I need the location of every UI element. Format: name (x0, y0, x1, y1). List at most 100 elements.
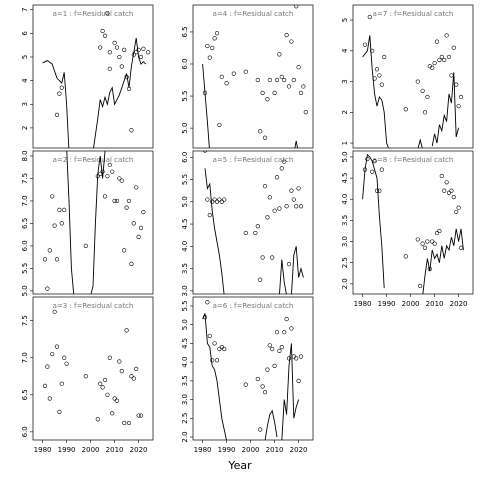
y-tick-label: 4 (21, 78, 29, 83)
data-point (282, 330, 287, 335)
data-point (122, 248, 127, 253)
panel-title: a=5 : f=Residual catch (213, 156, 294, 164)
data-point (270, 346, 275, 352)
data-point (255, 376, 260, 382)
data-point (265, 367, 270, 372)
data-point (456, 104, 461, 109)
data-point (272, 90, 277, 95)
data-point (270, 255, 275, 260)
panel: a=8 : f=Residual catch 2.0 2.5 3.0 3.5 4.0 4.5… (341, 150, 474, 308)
y-tick-label: 6.0 (181, 152, 189, 163)
x-tick-label: 2020 (130, 446, 148, 454)
data-point (217, 197, 222, 202)
data-point (258, 129, 263, 134)
data-point (258, 277, 263, 282)
panel: a=6 : f=Residual catch 2.0 2.5 3.0 3.5 4.0 4.5… (181, 296, 314, 454)
data-point (449, 73, 454, 78)
y-tick-label: 5.0 (21, 285, 29, 296)
data-point (291, 354, 296, 359)
data-point (298, 90, 304, 95)
data-point (54, 344, 60, 349)
data-point (202, 151, 208, 153)
y-tick-label: 7 (21, 7, 29, 11)
x-tick-label: 2010 (266, 446, 284, 454)
data-point (57, 91, 62, 96)
y-tick-label: 6 (21, 31, 29, 36)
data-point (107, 162, 112, 168)
data-point (260, 90, 265, 95)
data-point (102, 377, 108, 383)
data-point (124, 328, 129, 333)
data-point (279, 74, 284, 79)
data-line (202, 313, 300, 440)
panel-frame (192, 296, 314, 441)
data-point (131, 376, 136, 381)
data-point (62, 207, 67, 213)
data-point (141, 210, 146, 215)
y-tick-label: 5.0 (341, 151, 349, 162)
y-tick-label: 6.0 (21, 240, 29, 251)
data-line (202, 63, 298, 148)
panel-title: a=2 : f=Residual catch (53, 156, 134, 164)
data-point (294, 356, 299, 361)
data-point (282, 77, 287, 83)
data-point (100, 28, 105, 34)
data-point (456, 205, 461, 210)
data-point (45, 364, 50, 369)
data-point (279, 166, 284, 171)
data-point (224, 81, 229, 86)
data-point (146, 50, 151, 55)
y-tick-label: 4.0 (181, 357, 189, 368)
data-line (66, 151, 106, 294)
data-point (210, 358, 215, 363)
y-tick-label: 3.0 (341, 236, 349, 247)
y-tick-label: 5 (21, 55, 29, 59)
data-point (289, 39, 294, 44)
y-tick-label: 2.0 (181, 431, 189, 442)
data-point (136, 413, 141, 418)
data-point (57, 409, 62, 414)
data-point (370, 169, 375, 174)
data-point (284, 33, 289, 38)
data-point (291, 197, 296, 202)
data-point (420, 88, 425, 93)
data-point (301, 84, 306, 89)
data-point (458, 245, 464, 250)
y-tick-label: 3 (21, 102, 29, 106)
data-point (126, 198, 132, 204)
data-point (138, 54, 144, 60)
data-point (95, 417, 100, 422)
data-point (54, 257, 60, 262)
data-point (219, 345, 224, 350)
plot-area (362, 14, 464, 148)
y-tick-label: 6.0 (181, 58, 189, 69)
data-point (260, 384, 265, 389)
x-tick-label: 1990 (58, 446, 76, 454)
panel-frame (32, 150, 154, 295)
panel-frame (192, 150, 314, 295)
y-tick-label: 5 (341, 18, 349, 22)
data-point (122, 47, 127, 53)
data-point (136, 47, 141, 53)
data-point (430, 65, 435, 70)
plot-area (202, 5, 308, 148)
data-point (141, 46, 146, 51)
x-tick-label: 1980 (34, 446, 52, 454)
y-tick-label: 8.0 (21, 150, 29, 161)
data-point (214, 358, 220, 363)
data-point (54, 112, 60, 118)
y-tick-label: 4.5 (341, 173, 349, 184)
data-point (243, 382, 248, 387)
data-point (243, 69, 248, 74)
data-point (205, 43, 210, 49)
y-tick-label: 5.5 (21, 263, 29, 274)
panel-frame (32, 296, 154, 441)
data-point (418, 283, 423, 289)
panel-frame (32, 4, 154, 149)
x-axis-label: Year (227, 459, 252, 472)
data-point (243, 230, 248, 236)
data-point (214, 31, 220, 36)
data-point (422, 110, 428, 115)
data-point (62, 355, 67, 360)
data-point (442, 57, 447, 63)
